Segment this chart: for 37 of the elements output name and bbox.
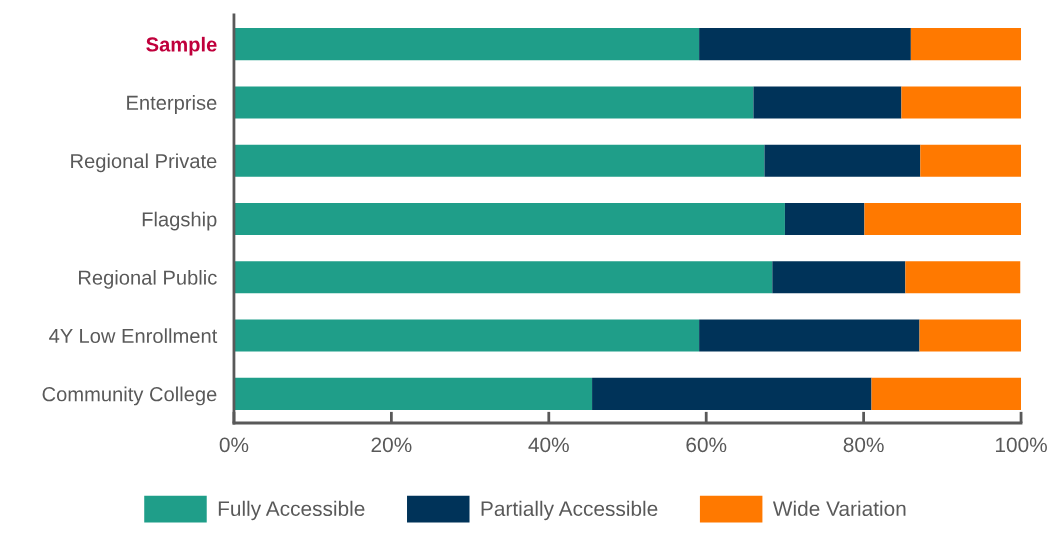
x-tick-label: 100% xyxy=(995,437,1047,453)
bar xyxy=(784,202,865,236)
bar xyxy=(233,86,754,119)
x-tick-label: 20% xyxy=(371,437,412,453)
bar xyxy=(233,261,773,294)
bar xyxy=(910,28,1022,61)
y-tick-label: Community College xyxy=(42,386,217,406)
y-tick-label: Regional Private xyxy=(71,153,217,173)
bar xyxy=(233,319,700,352)
y-tick-label: 4Y Low Enrollment xyxy=(49,328,218,344)
legend-label: Partially Accessible xyxy=(481,500,658,521)
bar xyxy=(764,144,921,177)
legend-label: Fully Accessible xyxy=(218,500,365,521)
y-tick-label: Enterprise xyxy=(127,95,217,114)
bar xyxy=(592,377,872,410)
bar xyxy=(864,202,1022,236)
bar xyxy=(699,319,920,352)
bar xyxy=(920,144,1022,177)
x-tick-label: 40% xyxy=(528,437,569,453)
bar xyxy=(753,86,902,119)
y-tick-label: Flagship xyxy=(142,211,217,231)
x-tick-label: 0% xyxy=(219,437,249,453)
legend-label: Wide Variation xyxy=(772,500,906,517)
bar xyxy=(871,377,1022,410)
bar xyxy=(233,377,593,410)
bar xyxy=(233,144,765,177)
y-tick-label: Sample xyxy=(146,36,217,56)
x-tick-label: 60% xyxy=(686,437,727,453)
bar xyxy=(233,28,700,61)
bar xyxy=(699,28,911,61)
bar xyxy=(901,86,1022,119)
y-tick-label: Regional Public xyxy=(79,269,217,289)
bar xyxy=(919,319,1022,352)
x-tick-label: 80% xyxy=(843,437,884,453)
bar xyxy=(905,261,1021,294)
bar xyxy=(772,261,906,294)
bar xyxy=(233,202,785,236)
